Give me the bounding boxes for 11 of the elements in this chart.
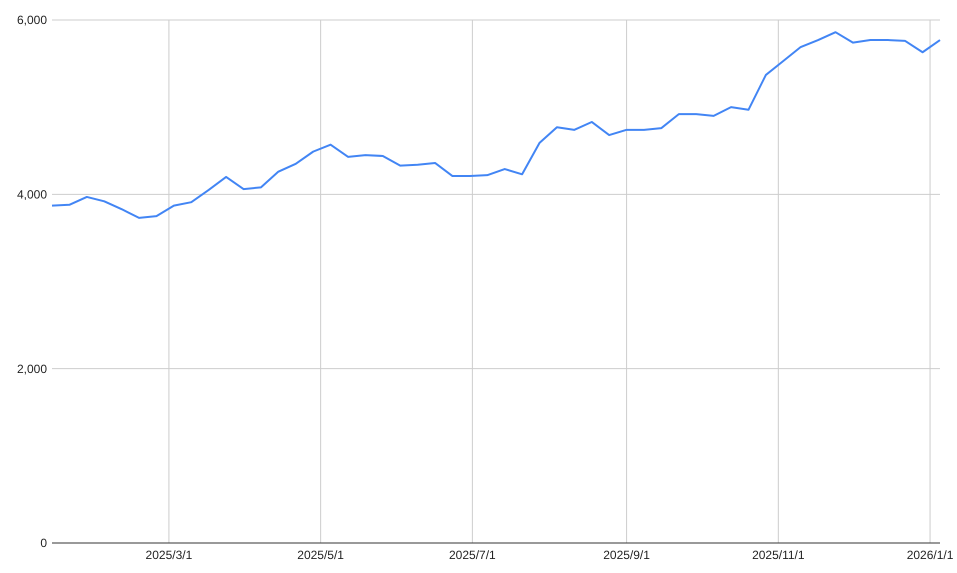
x-tick-label: 2025/5/1	[297, 548, 344, 562]
x-tick-label: 2025/9/1	[603, 548, 650, 562]
y-tick-label: 0	[40, 536, 48, 550]
y-tick-label: 4,000	[16, 188, 48, 202]
y-tick-label: 2,000	[16, 362, 48, 376]
line-series	[51, 31, 941, 219]
x-tick-label: 2025/7/1	[449, 548, 496, 562]
x-tick-label: 2026/1/1	[906, 548, 954, 562]
x-tick-label: 2025/11/1	[752, 548, 805, 562]
x-tick-label: 2025/3/1	[146, 548, 193, 562]
y-tick-label: 6,000	[16, 13, 48, 28]
